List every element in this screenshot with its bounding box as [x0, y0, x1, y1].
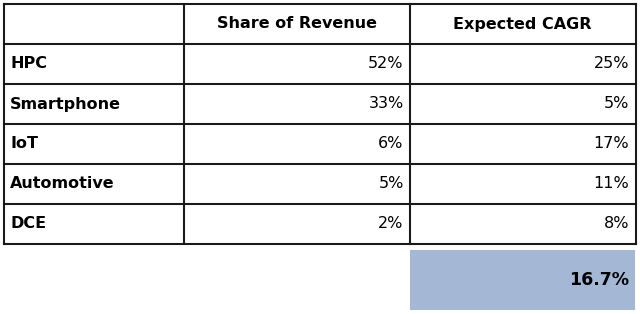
Text: Expected CAGR: Expected CAGR — [453, 17, 592, 31]
Text: 33%: 33% — [369, 96, 404, 111]
Bar — [4, 4, 636, 244]
Text: DCE: DCE — [10, 216, 46, 231]
Text: 16.7%: 16.7% — [570, 271, 629, 289]
Text: HPC: HPC — [10, 57, 47, 72]
Text: 52%: 52% — [368, 57, 404, 72]
Text: 11%: 11% — [594, 176, 629, 192]
Bar — [410, 250, 636, 310]
Text: IoT: IoT — [10, 137, 38, 151]
Text: 2%: 2% — [378, 216, 404, 231]
Text: 5%: 5% — [378, 176, 404, 192]
Text: Share of Revenue: Share of Revenue — [217, 17, 377, 31]
Text: 8%: 8% — [604, 216, 629, 231]
Text: 25%: 25% — [594, 57, 629, 72]
Text: 6%: 6% — [378, 137, 404, 151]
Text: 5%: 5% — [604, 96, 629, 111]
Text: Automotive: Automotive — [10, 176, 115, 192]
Text: 17%: 17% — [594, 137, 629, 151]
Text: Smartphone: Smartphone — [10, 96, 121, 111]
